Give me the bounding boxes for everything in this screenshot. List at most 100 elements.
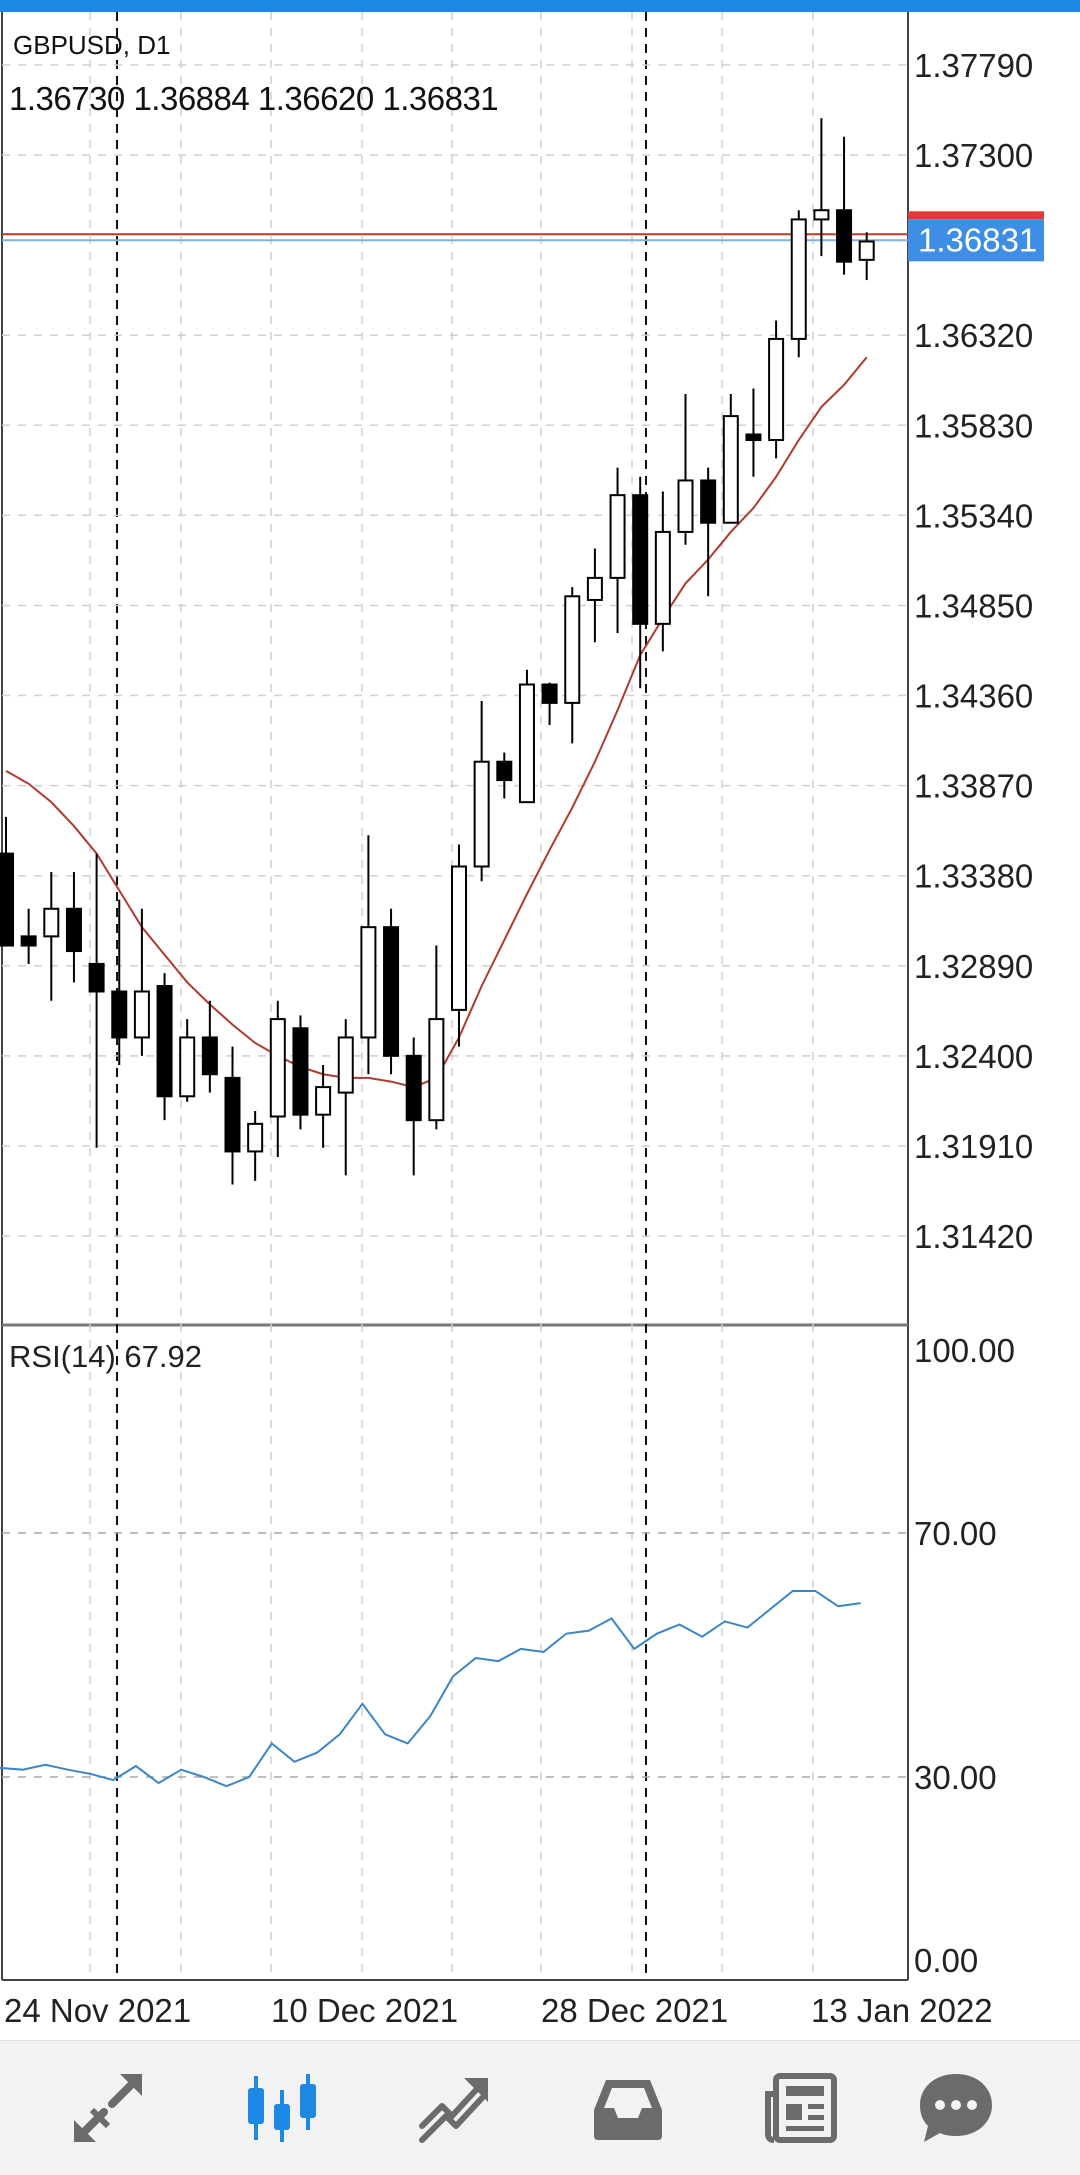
- nav-news-button[interactable]: [760, 2068, 840, 2148]
- candle: [496, 752, 513, 799]
- date-tick-label: 28 Dec 2021: [541, 1992, 728, 2029]
- price-tick-label: 1.35830: [914, 407, 1033, 444]
- bullish-candle-body: [768, 337, 785, 442]
- date-tick-label: 24 Nov 2021: [4, 1992, 191, 2029]
- bullish-candle-body: [133, 990, 150, 1039]
- candle: [247, 1110, 264, 1181]
- nav-history-button[interactable]: [588, 2068, 668, 2148]
- candle: [813, 118, 830, 257]
- candle: [518, 669, 535, 804]
- bearish-candle-body: [405, 1054, 422, 1122]
- candle: [383, 908, 400, 1075]
- candle: [722, 394, 739, 524]
- candle: [337, 1019, 354, 1176]
- candle: [632, 476, 649, 689]
- newspaper-icon: [765, 2073, 837, 2143]
- bullish-candle-body: [790, 218, 807, 340]
- bullish-candle-body: [179, 1036, 196, 1098]
- top-accent-bar: [0, 0, 1080, 12]
- bullish-candle-body: [247, 1122, 264, 1153]
- candle: [473, 701, 490, 882]
- candlestick-icon: [248, 2074, 316, 2142]
- candle: [858, 232, 875, 281]
- candle: [541, 682, 558, 725]
- bearish-candle-body: [496, 760, 513, 782]
- bearish-candle-body: [632, 494, 649, 625]
- candle: [405, 1037, 422, 1176]
- bearish-candle-body: [0, 852, 14, 947]
- symbol-timeframe-label: GBPUSD, D1: [13, 30, 171, 60]
- trend-icon: [419, 2078, 488, 2143]
- bearish-candle-body: [88, 962, 105, 993]
- chart-canvas[interactable]: 1.37790 1.37300 1.36320 1.35830 1.35340 1.348…: [0, 0, 1080, 2040]
- candle: [269, 1000, 286, 1157]
- bearish-candle-body: [292, 1027, 309, 1116]
- ask-price-marker: [908, 211, 1044, 220]
- bullish-candle-body: [609, 494, 626, 579]
- nav-chart-button[interactable]: [242, 2068, 322, 2148]
- candle: [586, 548, 603, 643]
- rsi-line: [0, 1589, 861, 1788]
- axis-layer: 1.37790 1.37300 1.36320 1.35830 1.35340 1.348…: [4, 47, 1044, 2029]
- rsi-layer: [0, 1589, 861, 1788]
- bullish-candle-body: [564, 595, 581, 704]
- bullish-candle-body: [360, 926, 377, 1039]
- bullish-candle-body: [677, 479, 694, 533]
- candles-layer: [0, 118, 875, 1185]
- bullish-candle-body: [473, 760, 490, 868]
- grid-layer: [1, 12, 909, 1981]
- candle: [43, 872, 60, 1001]
- bullish-candle-body: [722, 415, 739, 524]
- price-tick-label: 1.37300: [914, 137, 1033, 174]
- bullish-candle-body: [451, 865, 467, 1011]
- bearish-candle-body: [745, 433, 762, 442]
- arrows-icon: [74, 2074, 142, 2142]
- rsi-tick-label: 70.00: [914, 1515, 997, 1552]
- candle: [156, 973, 173, 1121]
- bullish-candle-body: [315, 1086, 332, 1116]
- candle: [88, 853, 105, 1148]
- price-tick-label: 1.32400: [914, 1038, 1033, 1075]
- price-tick-label: 1.31420: [914, 1218, 1033, 1255]
- candle: [451, 844, 467, 1047]
- price-tick-label: 1.31910: [914, 1128, 1033, 1165]
- candle: [111, 899, 128, 1066]
- nav-messages-button[interactable]: [916, 2068, 996, 2148]
- candle: [428, 945, 445, 1130]
- candle: [609, 467, 626, 634]
- bullish-candle-body: [428, 1018, 445, 1122]
- candle: [133, 908, 150, 1056]
- price-tick-label: 1.37790: [914, 47, 1033, 84]
- price-tick-label: 1.34850: [914, 587, 1033, 624]
- date-tick-label: 13 Jan 2022: [811, 1992, 993, 2029]
- nav-trade-button[interactable]: [414, 2068, 494, 2148]
- candle: [360, 835, 377, 1075]
- ohlc-values: 1.36730 1.36884 1.36620 1.36831: [9, 80, 499, 117]
- inbox-icon: [594, 2080, 662, 2140]
- current-price-badge: [908, 219, 1044, 262]
- bullish-candle-body: [813, 209, 830, 221]
- candle: [224, 1046, 241, 1185]
- bearish-candle-body: [20, 935, 37, 947]
- bearish-candle-body: [700, 479, 717, 524]
- rsi-indicator-label: RSI(14) 67.92: [9, 1339, 202, 1374]
- bearish-candle-body: [201, 1036, 218, 1076]
- current-price-label: 1.36831: [918, 221, 1037, 258]
- candle: [20, 908, 37, 964]
- candle: [768, 320, 785, 459]
- bullish-candle-body: [269, 1018, 286, 1118]
- rsi-tick-label: 100.00: [914, 1332, 1015, 1369]
- bearish-candle-body: [111, 990, 128, 1039]
- price-tick-label: 1.36320: [914, 317, 1033, 354]
- candle: [790, 210, 807, 358]
- date-tick-label: 10 Dec 2021: [271, 1992, 458, 2029]
- price-tick-label: 1.32890: [914, 948, 1033, 985]
- candle: [65, 872, 82, 983]
- candle: [564, 587, 581, 744]
- bullish-candle-body: [654, 530, 671, 625]
- price-tick-label: 1.33380: [914, 858, 1033, 895]
- candle: [292, 1015, 309, 1130]
- nav-quotes-button[interactable]: [68, 2068, 148, 2148]
- candle: [700, 467, 717, 597]
- bearish-candle-body: [541, 683, 558, 704]
